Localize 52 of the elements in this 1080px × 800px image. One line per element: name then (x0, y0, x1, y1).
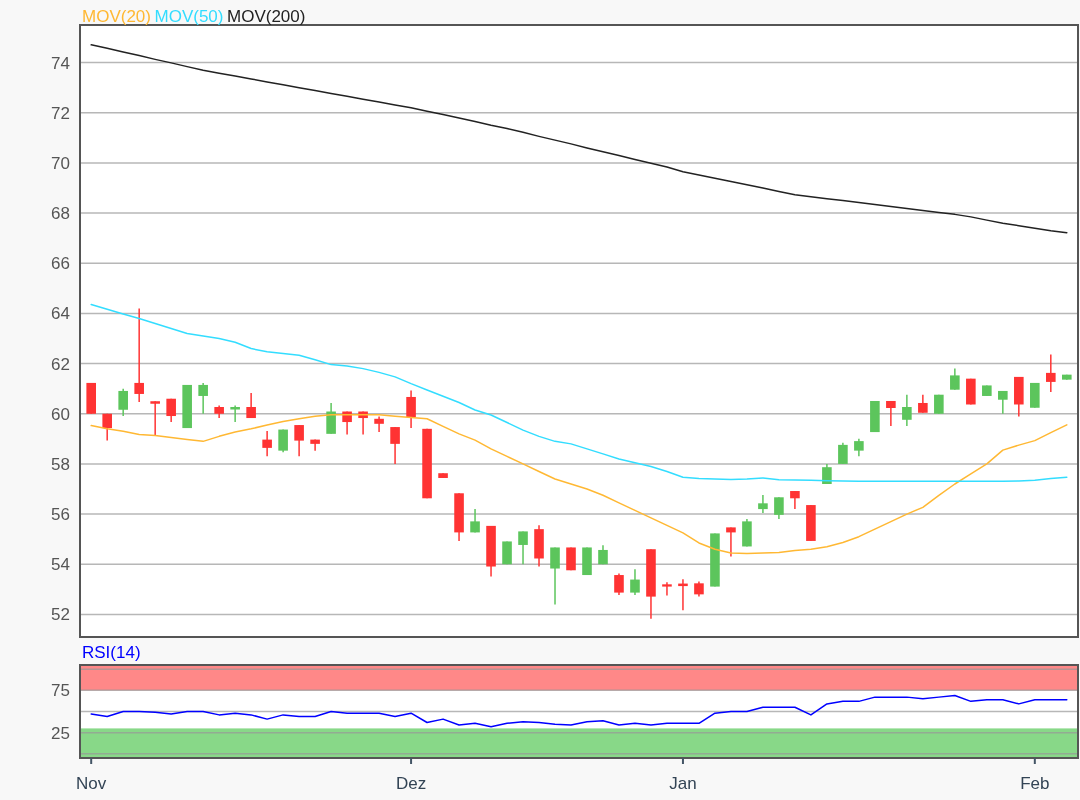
y-tick-label: 62 (51, 354, 70, 374)
candlestick (134, 307, 144, 403)
candlestick (662, 581, 672, 597)
y-tick-label: 70 (51, 153, 70, 173)
y-tick-label: 64 (51, 304, 70, 324)
candlestick (198, 382, 208, 415)
y-tick-label: 74 (51, 53, 70, 73)
y-tick-label: 25 (51, 723, 70, 743)
y-tick-label: 52 (51, 605, 70, 625)
x-tick-label: Dez (395, 774, 427, 793)
candlestick (630, 568, 640, 596)
line-series (90, 694, 1068, 728)
candlestick (262, 430, 272, 457)
text: MOV(20) (82, 6, 151, 26)
y-tick-label: 58 (51, 454, 70, 474)
candlestick (518, 530, 528, 566)
x-tick-label: Nov (76, 774, 107, 793)
y-tick-label: 54 (51, 555, 70, 575)
y-tick-label: 68 (51, 204, 70, 224)
candlestick (774, 496, 784, 520)
candlestick (230, 404, 240, 423)
x-tick-label: Feb (1020, 774, 1050, 793)
candlestick (118, 387, 128, 417)
candlestick (102, 413, 112, 442)
candlestick (758, 494, 768, 514)
candlestick (294, 424, 304, 457)
candlestick (886, 400, 896, 427)
candlestick (1046, 353, 1056, 393)
candlestick (326, 402, 336, 435)
y-tick-label: 66 (51, 254, 70, 274)
line-series (90, 44, 1068, 234)
candlestick (790, 490, 800, 510)
text: RSI(14) (82, 642, 141, 662)
y-tick-label: 72 (51, 103, 70, 123)
candlestick (406, 389, 416, 429)
y-tick-label: 75 (51, 681, 70, 701)
text: MOV(50) (154, 6, 224, 26)
y-tick-label: 56 (51, 505, 70, 525)
candlestick (918, 393, 928, 414)
candlestick (150, 400, 160, 437)
y-tick-label: 60 (51, 404, 70, 424)
candlestick (726, 526, 736, 558)
candlestick (550, 546, 560, 606)
candlestick (614, 572, 624, 596)
x-tick-label: Jan (669, 774, 697, 793)
line-series (90, 303, 1068, 482)
text: MOV(200) (227, 6, 306, 26)
candlestick (390, 426, 400, 465)
candlestick (950, 367, 960, 391)
candlestick (902, 393, 912, 427)
candlestick (246, 392, 256, 419)
candlestick (838, 442, 848, 465)
